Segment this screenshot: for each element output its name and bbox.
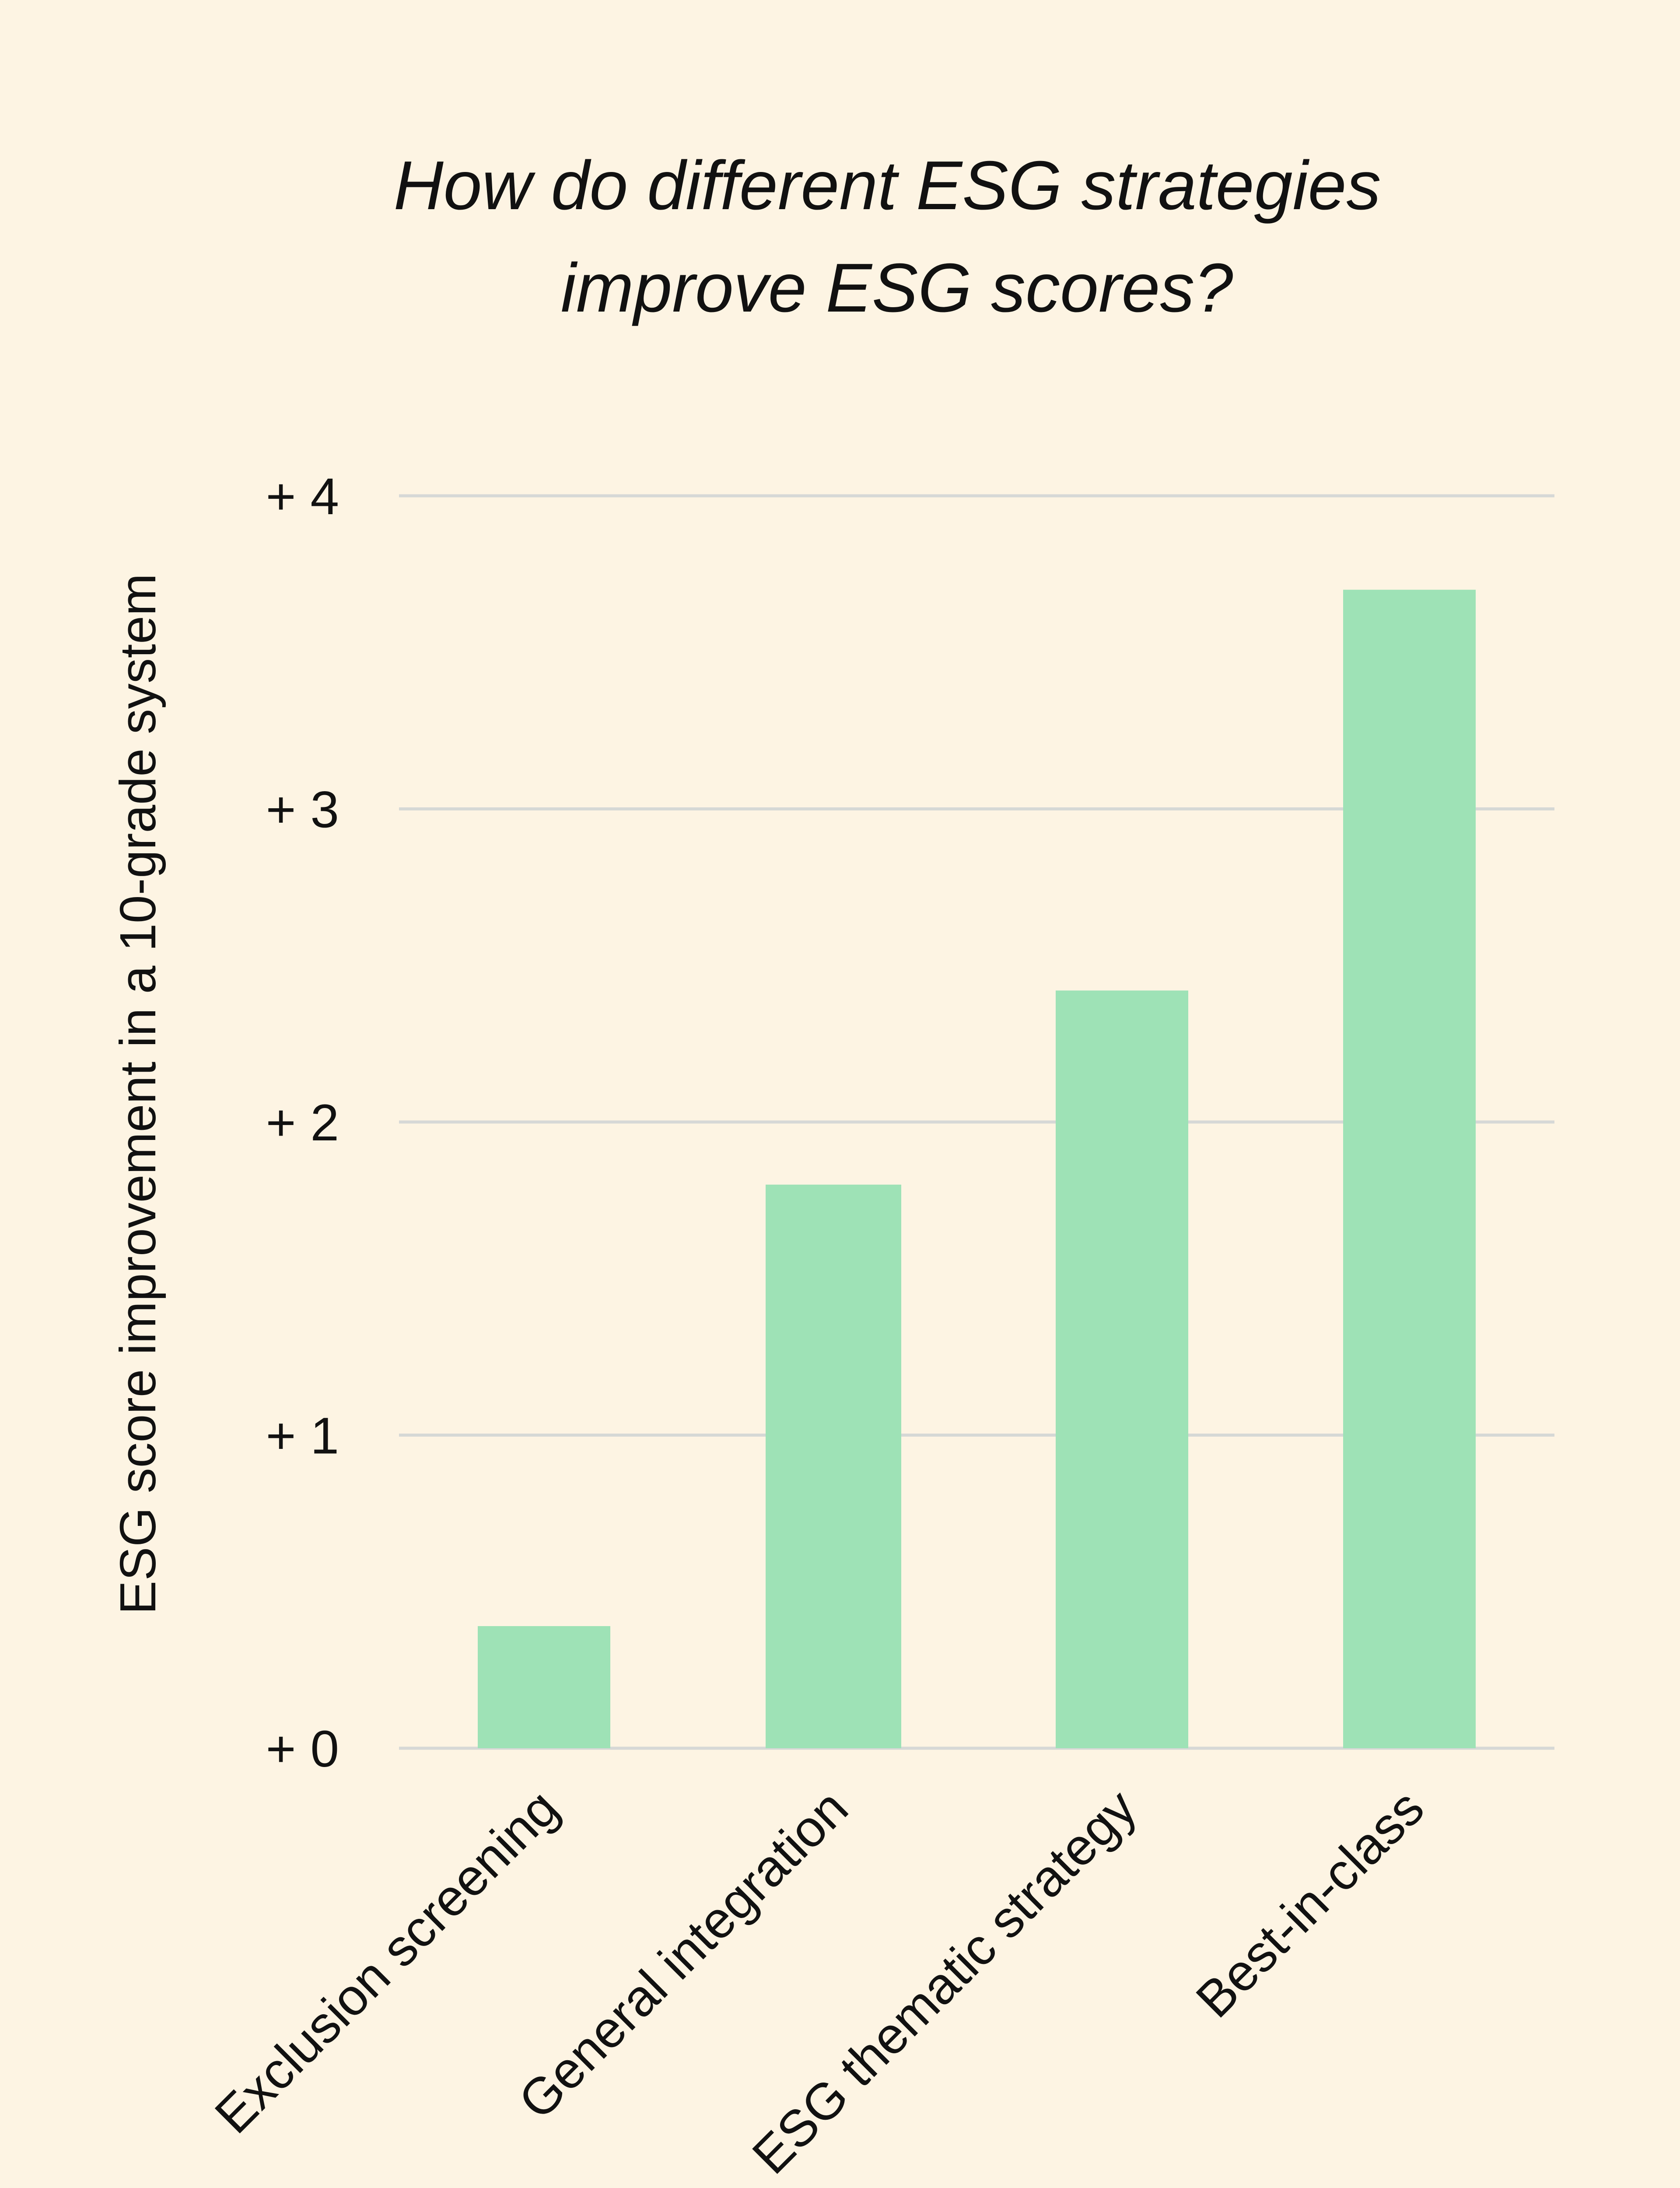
bar (766, 1185, 901, 1748)
bar (478, 1626, 610, 1748)
chart-title-line-1: How do different ESG strategies (394, 147, 1381, 224)
chart-title-line-2: improve ESG scores? (561, 249, 1233, 326)
y-axis-ticks: + 0 + 1 + 2 + 3 + 4 (266, 468, 339, 1778)
bar (1343, 589, 1476, 1749)
y-tick-label: + 2 (266, 1094, 339, 1152)
chart-title: How do different ESG strategies improve … (394, 147, 1400, 326)
y-tick-label: + 4 (266, 468, 339, 526)
bars (478, 589, 1476, 1749)
bar (1056, 990, 1188, 1748)
y-tick-label: + 1 (266, 1407, 339, 1465)
y-tick-label: + 0 (266, 1720, 339, 1778)
y-axis-label: ESG score improvement in a 10-grade syst… (109, 574, 166, 1615)
y-tick-label: + 3 (266, 781, 339, 839)
